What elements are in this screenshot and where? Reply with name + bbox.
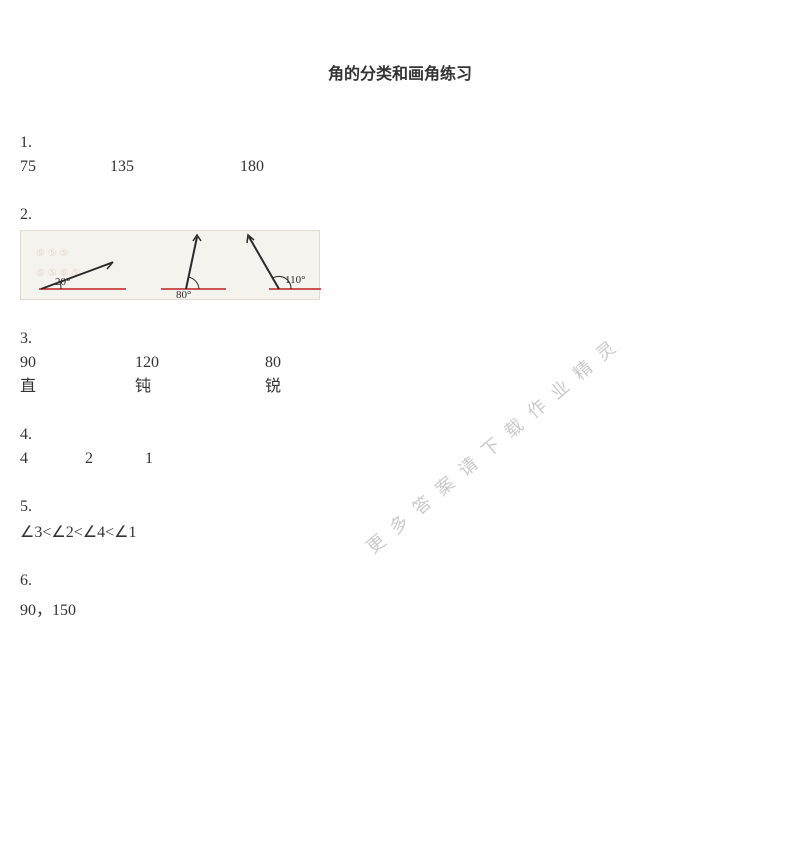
question-6-answer: 90，150 xyxy=(20,596,780,620)
question-5: 5. ∠3<∠2<∠4<∠1 xyxy=(20,498,780,542)
question-4-answers: 4 2 1 xyxy=(20,450,780,468)
q1-val-a: 75 xyxy=(20,158,110,176)
question-6: 6. 90，150 xyxy=(20,572,780,620)
question-2-number: 2. xyxy=(20,206,780,224)
question-1: 1. 75 135 180 xyxy=(20,134,780,176)
question-1-answers: 75 135 180 xyxy=(20,158,780,176)
angle-2-label: 80° xyxy=(176,289,191,301)
q1-val-b: 135 xyxy=(110,158,240,176)
question-4-number: 4. xyxy=(20,426,780,444)
bg-watermark: ⑤ ⑤ ⑤ xyxy=(36,248,68,259)
angle-1-label: 20° xyxy=(55,276,70,288)
q4-val-b: 2 xyxy=(85,450,145,468)
q1-val-c: 180 xyxy=(240,158,340,176)
question-5-number: 5. xyxy=(20,498,780,516)
q3-r1-c: 80 xyxy=(265,354,365,372)
question-1-number: 1. xyxy=(20,134,780,152)
q3-r2-b: 钝 xyxy=(135,372,265,396)
question-3-number: 3. xyxy=(20,330,780,348)
q3-r1-b: 120 xyxy=(135,354,265,372)
angle-3-ray xyxy=(249,237,279,289)
page-title: 角的分类和画角练习 xyxy=(20,60,780,84)
q4-val-a: 4 xyxy=(20,450,85,468)
q4-val-c: 1 xyxy=(145,450,195,468)
angle-2-arc xyxy=(188,277,199,289)
q3-r2-c: 锐 xyxy=(265,372,365,396)
question-3: 3. 90 120 80 直 钝 锐 xyxy=(20,330,780,396)
q3-r2-a: 直 xyxy=(20,372,135,396)
question-4: 4. 4 2 1 xyxy=(20,426,780,468)
q3-r1-a: 90 xyxy=(20,354,135,372)
angle-diagram-svg: ⑤ ⑤ ⑤ ⑤ ⑤ ⑤ ⑤ 20° 80° xyxy=(21,231,321,301)
question-2: 2. ⑤ ⑤ ⑤ ⑤ ⑤ ⑤ ⑤ 20° 80° xyxy=(20,206,780,300)
angle-3-label: 110° xyxy=(285,274,306,286)
angle-diagram: ⑤ ⑤ ⑤ ⑤ ⑤ ⑤ ⑤ 20° 80° xyxy=(20,230,320,300)
question-6-number: 6. xyxy=(20,572,780,590)
question-5-answer: ∠3<∠2<∠4<∠1 xyxy=(20,522,780,542)
question-3-row2: 直 钝 锐 xyxy=(20,372,780,396)
question-3-row1: 90 120 80 xyxy=(20,354,780,372)
